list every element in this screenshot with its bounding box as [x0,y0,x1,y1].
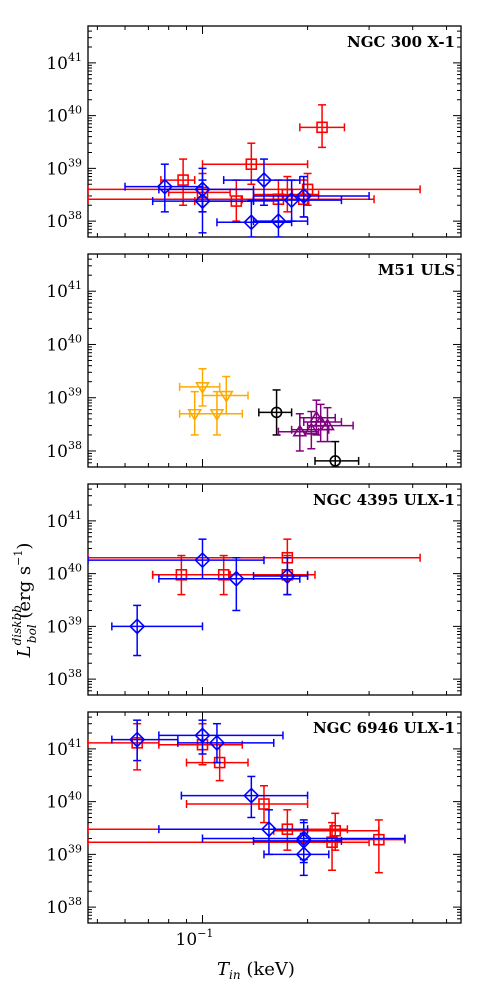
circle-marker [270,406,283,419]
data-point [111,604,204,657]
y-tick-label: 1040 [46,332,82,355]
data-points [88,538,421,657]
square-marker [217,568,230,581]
plot-frame [87,25,462,238]
diamond-marker [228,570,245,587]
data-point [178,367,221,407]
panel-4: 1038 1039 1040 1041 10−1 NGC 6946 ULX-1 [46,711,462,950]
data-point [303,403,343,443]
data-point [201,375,249,415]
data-point [222,158,301,206]
y-tick-label: 1041 [46,279,82,302]
y-tick-label: 1041 [46,509,82,532]
triangle-down-marker [187,408,203,422]
panel-2: 1038 1039 1040 1041 M51 ULS [46,253,462,468]
panel-title: M51 ULS [378,261,455,279]
diamond-marker [129,618,146,635]
y-tick-label: 1040 [46,562,82,585]
square-marker [177,174,189,186]
diamond-marker [194,192,211,210]
diamond-marker [194,552,211,569]
panel-1: 1038 1039 1040 1041 NGC 300 X-1 [46,25,462,238]
data-point [88,722,160,771]
data-point [306,406,354,443]
panel-title: NGC 300 X-1 [347,33,455,51]
data-point [88,821,370,871]
y-tick-label: 1039 [46,614,82,637]
square-marker [373,833,385,846]
y-tick-label: 1040 [46,790,82,813]
square-marker [258,798,270,810]
diamond-marker [270,212,287,230]
y-tick-label: 1041 [46,737,82,760]
diamond-marker [156,178,173,195]
y-tick-label: 1038 [46,895,82,918]
data-points [88,104,421,237]
diamond-marker [295,846,312,863]
data-point [111,719,179,762]
triangle-up-marker [292,424,308,437]
data-point [258,389,293,436]
data-point [180,775,309,819]
data-point [88,538,265,580]
data-point [201,142,309,185]
diamond-marker [260,821,278,838]
square-marker [245,158,258,170]
data-points [178,367,360,467]
data-point [158,556,301,612]
panel-title: NGC 6946 ULX-1 [313,719,455,737]
data-points [88,719,406,877]
y-tick-label: 1038 [46,439,82,462]
y-tick-label: 1039 [46,386,82,409]
data-point [178,390,218,436]
data-point [185,784,309,824]
triangle-down-marker [195,382,210,395]
circle-marker [329,455,342,467]
data-point [216,199,293,237]
y-tick-label: 1039 [46,842,82,865]
diamond-marker [295,187,312,205]
diamond-marker [129,731,146,748]
data-point [252,175,370,218]
data-point [252,556,309,596]
square-marker [316,121,328,134]
diamond-marker [255,171,273,189]
diamond-marker [243,214,260,231]
plot-frame [87,483,462,696]
data-point [314,440,360,467]
square-marker [326,836,338,849]
y-tick-label: 1038 [46,667,82,690]
data-point [229,554,316,596]
data-point [160,158,196,206]
data-point [88,179,375,218]
diamond-marker [243,787,260,804]
panel-3: 1038 1039 1040 1041 NGC 4395 ULX-1 [46,483,462,696]
x-axis-label: Tin (keV) [217,959,295,981]
diamond-marker [283,191,300,209]
data-point [334,819,406,874]
data-point [299,104,346,149]
data-point [252,179,343,222]
y-tick-label: 1041 [46,51,82,74]
data-point [158,809,309,856]
diamond-marker [279,567,296,585]
triangle-up-marker [320,418,335,431]
triangle-down-marker [218,390,234,404]
panel-title: NGC 4395 ULX-1 [313,491,455,509]
y-axis-label: Ldiskbbbol (erg s−1) [10,543,39,659]
y-tick-label: 1038 [46,209,82,232]
data-point [177,722,275,764]
x-tick-label: 10−1 [176,927,214,950]
diamond-marker [208,734,226,751]
y-tick-label: 1040 [46,104,82,127]
data-point [263,832,330,877]
data-point [124,163,204,213]
y-tick-label: 1039 [46,156,82,179]
